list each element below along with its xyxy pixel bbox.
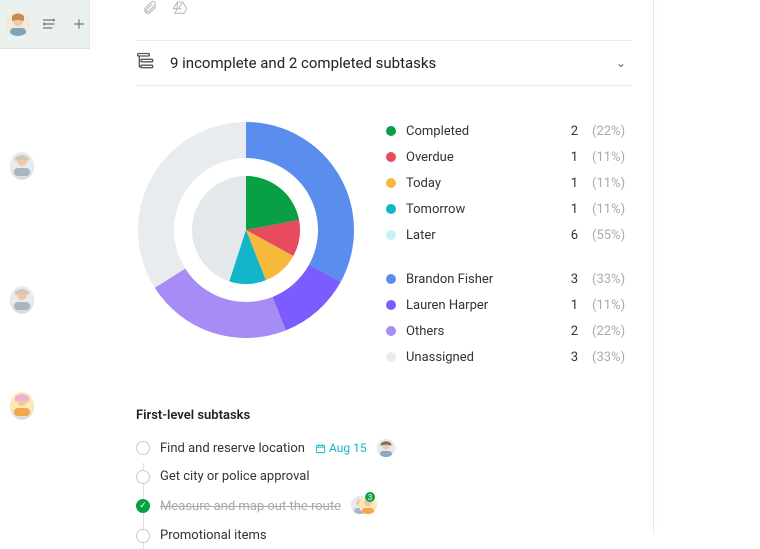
legend-label: Brandon Fisher	[406, 272, 556, 287]
subtask-checkbox[interactable]	[136, 470, 150, 484]
legend-dot	[386, 274, 396, 284]
legend-count: 1	[566, 150, 578, 165]
avatar	[10, 392, 34, 420]
legend-item[interactable]: Brandon Fisher 3 (33%)	[386, 266, 632, 292]
legend-label: Today	[406, 176, 556, 191]
legend-dot	[386, 352, 396, 362]
legend-status: Completed2(22%)Overdue1(11%)Today1(11%)T…	[386, 118, 632, 248]
subtasks-summary: 9 incomplete and 2 completed subtasks	[170, 54, 602, 72]
legend-pct: (22%)	[588, 324, 632, 339]
legend-label: Overdue	[406, 150, 556, 165]
subtask-item[interactable]: Get city or police approval	[136, 463, 632, 490]
legend-pct: (11%)	[588, 202, 632, 217]
legend-people: Brandon Fisher 3 (33%) Lauren Harper 1 (11%) O…	[386, 266, 632, 370]
legend-count: 3	[566, 272, 578, 287]
subtasks-toggle[interactable]: 9 incomplete and 2 completed subtasks ⌄	[136, 40, 632, 86]
subtask-item[interactable]: Find and reserve location Aug 15	[136, 433, 632, 463]
legend-pct: (22%)	[588, 124, 632, 139]
panel-divider	[653, 0, 654, 534]
assignee-stack[interactable]: 3	[351, 496, 371, 516]
subtask-item[interactable]: Promotional items	[136, 522, 632, 549]
subtasks-section-title: First-level subtasks	[136, 408, 632, 423]
sidebar-header	[0, 0, 90, 49]
legend-pct: (33%)	[588, 350, 632, 365]
legend-count: 1	[566, 202, 578, 217]
sidebar	[0, 0, 90, 534]
avatar	[10, 286, 34, 314]
legend-item[interactable]: Overdue 1 (11%)	[386, 144, 632, 170]
legend-dot	[386, 326, 396, 336]
legend-item[interactable]: Others 2 (22%)	[386, 318, 632, 344]
task-detail-panel: 9 incomplete and 2 completed subtasks ⌄ …	[136, 40, 640, 534]
legend-label: Others	[406, 324, 556, 339]
legend-pct: (33%)	[588, 272, 632, 287]
subtask-name: Get city or police approval	[160, 469, 310, 484]
assignee-avatar[interactable]	[377, 439, 395, 457]
avatar	[10, 152, 34, 180]
subtask-item[interactable]: Measure and map out the route 3	[136, 490, 632, 522]
legend-label: Unassigned	[406, 350, 556, 365]
legend-item[interactable]: Lauren Harper 1 (11%)	[386, 292, 632, 318]
legend-count: 3	[566, 350, 578, 365]
legend-count: 1	[566, 176, 578, 191]
legend-dot	[386, 300, 396, 310]
subtask-checkbox[interactable]	[136, 441, 150, 455]
legend-dot	[386, 152, 396, 162]
subtask-checkbox[interactable]	[136, 529, 150, 543]
legend-count: 6	[566, 228, 578, 243]
sidebar-item[interactable]	[0, 390, 90, 422]
drive-icon[interactable]	[170, 0, 190, 18]
legend-pct: (11%)	[588, 150, 632, 165]
legend-dot	[386, 126, 396, 136]
legend-item[interactable]: Completed 2 (22%)	[386, 118, 632, 144]
legend-dot	[386, 230, 396, 240]
legend-item[interactable]: Unassigned 3 (33%)	[386, 344, 632, 370]
legend-pct: (55%)	[588, 228, 632, 243]
subtask-checkbox[interactable]	[136, 499, 150, 513]
subtask-name: Find and reserve location	[160, 441, 305, 456]
legend-label: Later	[406, 228, 556, 243]
sidebar-item[interactable]	[0, 150, 90, 182]
legend-dot	[386, 204, 396, 214]
sidebar-item[interactable]	[0, 284, 90, 316]
legend-item[interactable]: Today 1 (11%)	[386, 170, 632, 196]
subtask-date[interactable]: Aug 15	[315, 441, 367, 455]
subtask-name: Promotional items	[160, 528, 267, 543]
subtask-list: Find and reserve location Aug 15 Get city …	[136, 433, 632, 549]
legend-count: 1	[566, 298, 578, 313]
subtasks-chart	[136, 112, 356, 342]
count-badge: 3	[365, 492, 375, 502]
legend-pct: (11%)	[588, 176, 632, 191]
subtasks-icon	[136, 51, 156, 75]
legend-label: Completed	[406, 124, 556, 139]
legend-pct: (11%)	[588, 298, 632, 313]
legend-label: Tomorrow	[406, 202, 556, 217]
add-icon[interactable]	[69, 14, 89, 34]
legend-item[interactable]: Later 6 (55%)	[386, 222, 632, 248]
attachment-icon[interactable]	[140, 0, 160, 18]
filter-icon[interactable]	[40, 14, 60, 34]
legend-dot	[386, 178, 396, 188]
legend-label: Lauren Harper	[406, 298, 556, 313]
chevron-down-icon: ⌄	[616, 56, 626, 70]
legend-count: 2	[566, 324, 578, 339]
subtask-name: Measure and map out the route	[160, 499, 341, 514]
legend-count: 2	[566, 124, 578, 139]
legend-item[interactable]: Tomorrow 1 (11%)	[386, 196, 632, 222]
avatar[interactable]	[6, 12, 30, 36]
